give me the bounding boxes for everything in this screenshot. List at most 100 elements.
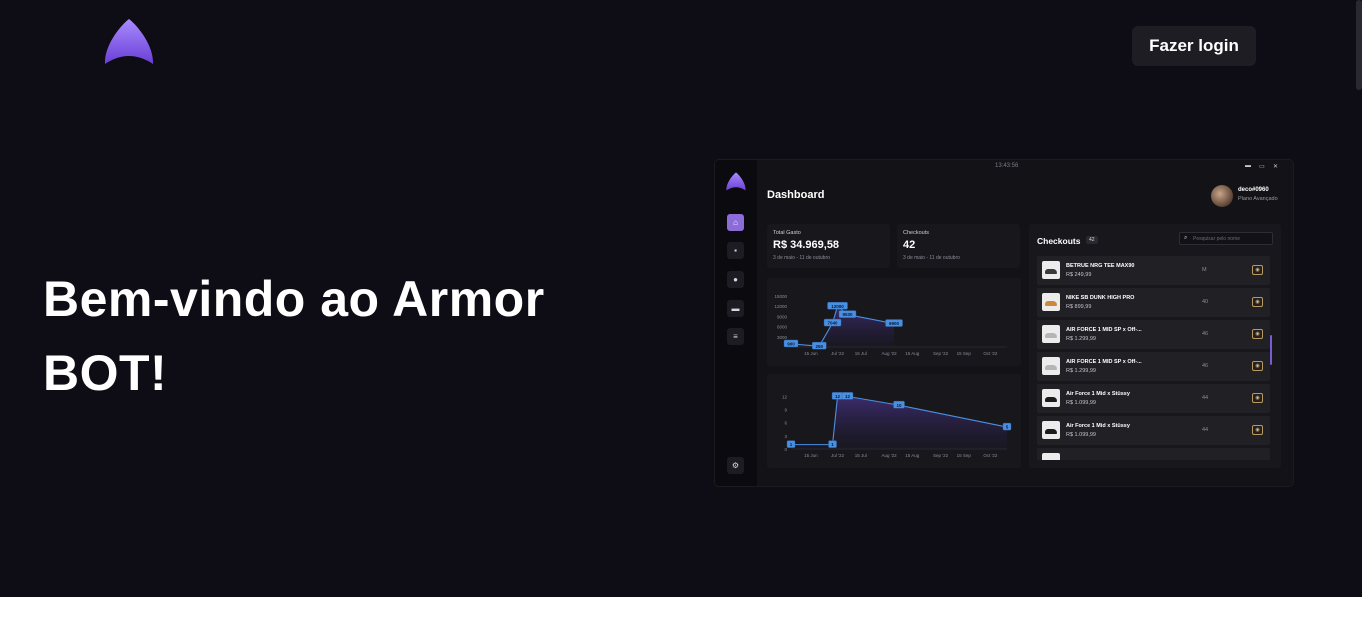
x-tick-label: Aug '22 (881, 453, 897, 458)
data-point-label: 10 (896, 403, 902, 408)
product-name: Air Force 1 Mid x Stüssy (1066, 423, 1130, 429)
armor-logo[interactable] (104, 18, 154, 68)
checkouts-search[interactable]: ⌕ (1179, 232, 1273, 245)
page-scrollbar[interactable] (1356, 0, 1362, 90)
x-tick-label: Sep '22 (933, 453, 949, 458)
stat-period: 3 de maio - 11 de outubro (773, 255, 830, 261)
hero-title-line1: Bem-vindo ao Armor (43, 271, 545, 327)
data-point-marker (783, 339, 799, 348)
avatar[interactable] (1211, 185, 1233, 207)
user-name: deco#0960 (1238, 187, 1269, 193)
data-point-label: 12 (845, 394, 851, 399)
x-tick-label: Sep '22 (933, 351, 949, 356)
x-tick-label: 15 Jun (804, 453, 818, 458)
product-price: R$ 1.299,99 (1066, 368, 1096, 374)
x-tick-label: 15 Jul (855, 453, 867, 458)
checkout-row[interactable]: BETRUE NRG TEE MAX90 R$ 249,99 M ◉ (1037, 256, 1270, 285)
product-price: R$ 1.099,99 (1066, 400, 1096, 406)
y-tick-label: 0 (784, 447, 787, 452)
product-name: AIR FORCE 1 MID SP x Off-... (1066, 359, 1142, 365)
hero-title-line2: BOT! (43, 345, 168, 401)
product-name: Air Force 1 Mid x Stüssy (1066, 391, 1130, 397)
hero-section: Fazer login Bem-vindo ao Armor BOT! ⌂ ▪ … (0, 0, 1362, 597)
stat-card-total: Total Gasto R$ 34.969,58 3 de maio - 11 … (767, 224, 890, 268)
x-tick-label: Aug '22 (881, 351, 897, 356)
maximize-icon[interactable]: ▭ (1259, 164, 1265, 170)
series-area (791, 306, 895, 347)
bag-icon[interactable]: ▪ (727, 242, 744, 259)
y-tick-label: 3 (784, 434, 787, 439)
minimize-icon[interactable]: ▬ (1245, 163, 1251, 169)
stat-period: 3 de maio - 11 de outubro (903, 255, 960, 261)
product-price: R$ 899,99 (1066, 304, 1092, 310)
x-tick-label: Oct '22 (983, 453, 998, 458)
product-size: 46 (1202, 363, 1209, 369)
search-input[interactable] (1193, 234, 1271, 244)
y-tick-label: 15000 (774, 294, 787, 299)
user-icon[interactable]: ● (727, 271, 744, 288)
close-icon[interactable]: ✕ (1273, 164, 1279, 170)
view-eye-icon[interactable]: ◉ (1252, 329, 1263, 339)
data-point-marker (823, 318, 842, 327)
list-icon[interactable]: ≡ (727, 328, 744, 345)
x-tick-label: 15 Aug (905, 351, 920, 356)
card-icon[interactable]: ▬ (727, 300, 744, 317)
y-tick-label: 12 (782, 394, 788, 399)
data-point-marker (812, 341, 827, 350)
product-name: AIR FORCE 1 MID SP x Off-... (1066, 327, 1142, 333)
view-eye-icon[interactable]: ◉ (1252, 265, 1263, 275)
product-name: NIKE SB DUNK HIGH PRO (1066, 295, 1135, 301)
data-point-label: 1 (831, 442, 834, 447)
page-bottom (0, 597, 1362, 627)
view-eye-icon[interactable]: ◉ (1252, 297, 1263, 307)
spent-chart-card: 15000 12000 9000 6000 3000 15 Jun Jul '22 15 Ju… (767, 278, 1021, 366)
search-icon: ⌕ (1184, 235, 1188, 241)
checkout-row[interactable]: Air Force 1 Mid x Stüssy R$ 1.099,99 44 ◉ (1037, 416, 1270, 445)
data-point-label: 5 (1006, 425, 1009, 430)
data-point-label: 900 (787, 342, 795, 347)
x-tick-label: Oct '22 (983, 351, 998, 356)
x-tick-label: Jul '22 (831, 453, 844, 458)
checkouts-count-badge: 42 (1086, 236, 1098, 244)
data-point-marker (828, 440, 837, 448)
x-tick-label: Jul '22 (831, 351, 844, 356)
product-price: R$ 1.099,99 (1066, 432, 1096, 438)
view-eye-icon[interactable]: ◉ (1252, 361, 1263, 371)
x-tick-label: 15 Jun (804, 351, 818, 356)
mockup-clock: 13:43:56 (995, 163, 1019, 169)
checkouts-title: Checkouts (1037, 236, 1081, 246)
y-tick-label: 6 (784, 421, 787, 426)
hero-title: Bem-vindo ao Armor BOT! (43, 262, 663, 410)
data-point-label: 12000 (831, 304, 844, 309)
product-thumbnail (1042, 421, 1060, 439)
view-eye-icon[interactable]: ◉ (1252, 425, 1263, 435)
x-tick-label: 15 Aug (905, 453, 920, 458)
mockup-title: Dashboard (767, 189, 825, 201)
view-eye-icon[interactable]: ◉ (1252, 393, 1263, 403)
stat-label: Total Gasto (773, 230, 801, 236)
settings-icon[interactable]: ⚙ (727, 457, 744, 474)
user-plan: Plano Avançado (1238, 196, 1278, 202)
login-button[interactable]: Fazer login (1132, 26, 1256, 66)
checkouts-chart-card: 12 9 6 3 0 15 Jun Jul '22 15 Jul Aug '22 15 Aug Se… (767, 374, 1021, 468)
data-point-label: 12 (835, 394, 841, 399)
home-icon[interactable]: ⌂ (727, 214, 744, 231)
dashboard-mockup: ⌂ ▪ ● ▬ ≡ ⚙ 13:43:56 ▬ ▭ ✕ Dashboard dec… (715, 160, 1293, 486)
checkouts-panel: Checkouts 42 ⌕ BETRUE NRG TEE MAX90 R$ 24… (1029, 224, 1281, 468)
spent-chart: 15000 12000 9000 6000 3000 15 Jun Jul '22 15 Ju… (774, 294, 1007, 356)
checkout-row[interactable]: AIR FORCE 1 MID SP x Off-... R$ 1.299,99 4… (1037, 320, 1270, 349)
product-size: 44 (1202, 427, 1209, 433)
product-name: BETRUE NRG TEE MAX90 (1066, 263, 1135, 269)
y-tick-label: 6000 (777, 325, 788, 330)
product-size: 40 (1202, 299, 1209, 305)
x-tick-label: 15 Sep (957, 351, 972, 356)
data-point-label: 250 (815, 344, 823, 349)
checkout-row[interactable]: Air Force 1 Mid x Stüssy R$ 1.099,99 44 ◉ (1037, 384, 1270, 413)
data-point-marker (827, 302, 848, 310)
mockup-logo (726, 172, 746, 191)
checkouts-scrollbar[interactable] (1270, 335, 1272, 365)
data-point-marker (841, 392, 854, 400)
checkout-row[interactable]: AIR FORCE 1 MID SP x Off-... R$ 1.299,99 4… (1037, 352, 1270, 381)
checkout-row[interactable]: NIKE SB DUNK HIGH PRO R$ 899,99 40 ◉ (1037, 288, 1270, 317)
checkout-row[interactable] (1037, 448, 1270, 460)
